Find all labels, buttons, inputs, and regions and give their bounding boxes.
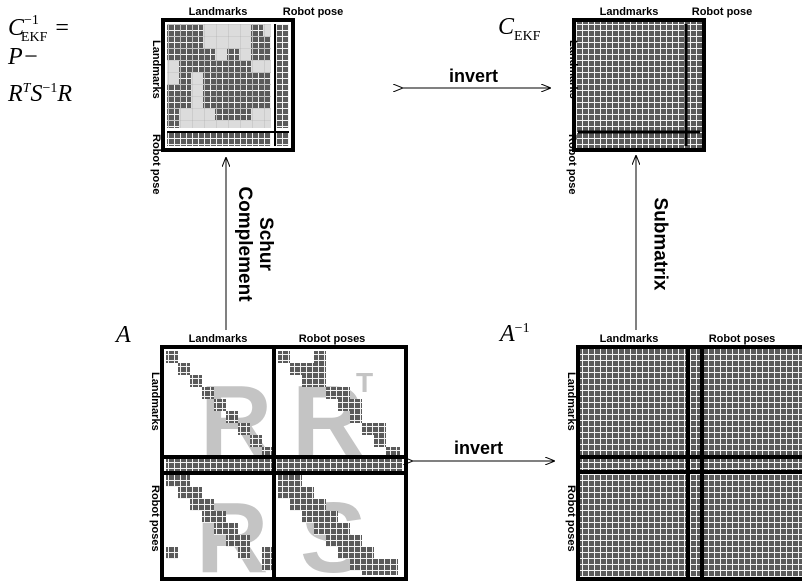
- heading-landmarks-bottom-left: Landmarks: [188, 333, 248, 345]
- label-invert-top: invert: [449, 66, 499, 86]
- pose-pose-blocks: [278, 475, 398, 575]
- heading-robot-pose-top-left: Robot pose: [282, 6, 344, 18]
- landmark-diagonal-blocks: [166, 351, 272, 455]
- heading-landmarks-top-left: Landmarks: [188, 6, 248, 18]
- matrix-c-ekf: [572, 18, 706, 152]
- block-letter-rt-sup: T: [356, 367, 373, 398]
- matrix-c-ekf-inverse: [161, 18, 295, 152]
- arrows: [226, 88, 636, 461]
- heading-landmarks-top-right: Landmarks: [599, 6, 659, 18]
- label-a: A: [116, 322, 131, 348]
- row-heading-robot-pose-top-left: Robot pose: [150, 134, 162, 195]
- label-schur-line1: Schur: [255, 217, 276, 271]
- label-schur-complement: Schur Complement: [234, 159, 276, 329]
- landmark-pose-blocks: [278, 351, 400, 455]
- row-heading-robot-pose-top-right: Robot pose: [566, 134, 578, 195]
- row-heading-landmarks-bottom-left: Landmarks: [149, 372, 161, 431]
- row-heading-robot-poses-bottom-right: Robot poses: [565, 485, 577, 552]
- label-c-ekf: CEKF: [498, 14, 541, 44]
- row-heading-robot-poses-bottom-left: Robot poses: [149, 485, 161, 552]
- label-c-ekf-inverse-line1: C−1EKF =: [8, 13, 69, 45]
- heading-robot-poses-bottom-right: Robot poses: [708, 333, 776, 345]
- heading-landmarks-bottom-right: Landmarks: [599, 333, 659, 345]
- row-heading-landmarks-bottom-right: Landmarks: [565, 372, 577, 431]
- label-schur-line2: Complement: [234, 186, 255, 302]
- row-heading-landmarks-top-right: Landmarks: [567, 40, 579, 99]
- label-submatrix: Submatrix: [649, 197, 671, 291]
- matrix-a-inverse: [576, 345, 802, 581]
- label-invert-bottom: invert: [454, 438, 504, 458]
- heading-robot-poses-bottom-left: Robot poses: [298, 333, 366, 345]
- heading-robot-pose-top-right: Robot pose: [691, 6, 753, 18]
- label-c-ekf-inverse-line2: P−: [8, 44, 39, 70]
- label-a-inverse: A−1: [500, 321, 530, 347]
- matrix-a: R R T R S: [160, 345, 408, 581]
- pose-landmark-blocks: [166, 475, 272, 571]
- label-c-ekf-inverse-line3: RTS−1R: [8, 81, 73, 107]
- row-heading-landmarks-top-left: Landmarks: [150, 40, 162, 99]
